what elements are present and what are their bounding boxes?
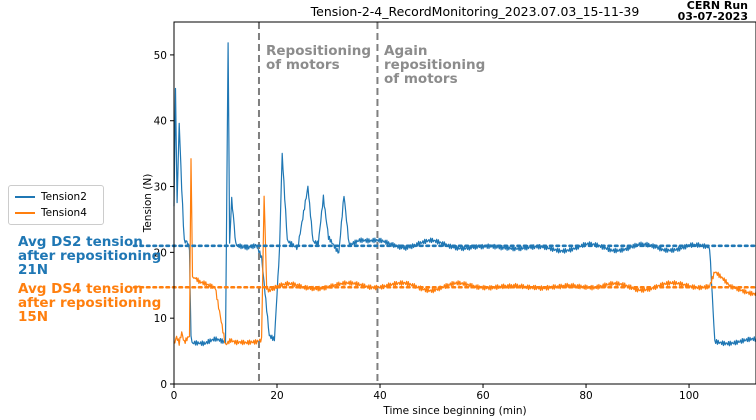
y-tick-label: 0 xyxy=(160,379,167,391)
y-tick-label: 20 xyxy=(154,247,167,259)
legend-item-tension2: Tension2 xyxy=(15,191,87,203)
y-tick-label: 30 xyxy=(154,182,167,194)
legend-item-tension4: Tension4 xyxy=(15,207,87,219)
x-tick-label: 40 xyxy=(373,390,386,402)
legend-swatch-tension2 xyxy=(15,196,35,198)
avg-ds2-line-2: after repositioning xyxy=(18,248,162,264)
x-tick-label: 60 xyxy=(476,390,489,402)
vline-1-annotation: Repositioning of motors xyxy=(266,44,371,72)
legend-label-tension4: Tension4 xyxy=(41,207,87,219)
legend-label-tension2: Tension2 xyxy=(41,191,87,203)
y-tick-label: 10 xyxy=(154,313,167,325)
series-line-tension4 xyxy=(173,158,756,346)
vline-2-line-1: Again xyxy=(384,43,428,59)
vline-2-line-2: repositioning xyxy=(384,57,486,73)
x-axis-label: Time since beginning (min) xyxy=(382,405,526,417)
y-axis-label: Tension (N) xyxy=(142,174,154,234)
avg-ds4-annotation: Avg DS4 tension after repositioning 15N xyxy=(18,282,161,324)
plot-area: 0 20 40 60 80 100 0 10 20 30 40 50 Tension-2-4_Recor… xyxy=(132,4,756,417)
x-tick-label: 100 xyxy=(679,390,699,402)
avg-ds2-annotation: Avg DS2 tension after repositioning 21N xyxy=(18,235,161,277)
chart-title: Tension-2-4_RecordMonitoring_2023.07.03_… xyxy=(310,4,640,19)
avg-ds2-line-1: Avg DS2 tension xyxy=(18,234,143,250)
vline-2-annotation: Again repositioning of motors xyxy=(384,44,485,86)
legend-swatch-tension4 xyxy=(15,212,35,214)
corner-label-line-2: 03-07-2023 xyxy=(677,10,748,23)
corner-label-line-1: CERN Run xyxy=(686,0,748,12)
avg-ds4-line-1: Avg DS4 tension xyxy=(18,281,143,297)
avg-ds4-line-3: 15N xyxy=(18,309,49,325)
avg-ds4-line-2: after repositioning xyxy=(18,295,162,311)
corner-label: CERN Run 03-07-2023 xyxy=(678,0,748,22)
x-tick-label: 20 xyxy=(270,390,283,402)
legend: Tension2 Tension4 xyxy=(8,185,104,225)
y-tick-label: 40 xyxy=(154,116,167,128)
axes-frame xyxy=(173,21,756,385)
vline-1-line-1: Repositioning xyxy=(266,43,372,59)
series-line-tension2 xyxy=(173,42,756,347)
x-tick-label: 80 xyxy=(579,390,592,402)
x-tick-label: 0 xyxy=(171,390,178,402)
vline-2-line-3: of motors xyxy=(384,71,458,87)
avg-ds2-line-3: 21N xyxy=(18,262,49,278)
vline-1-line-2: of motors xyxy=(266,57,340,73)
y-tick-label: 50 xyxy=(154,50,167,62)
